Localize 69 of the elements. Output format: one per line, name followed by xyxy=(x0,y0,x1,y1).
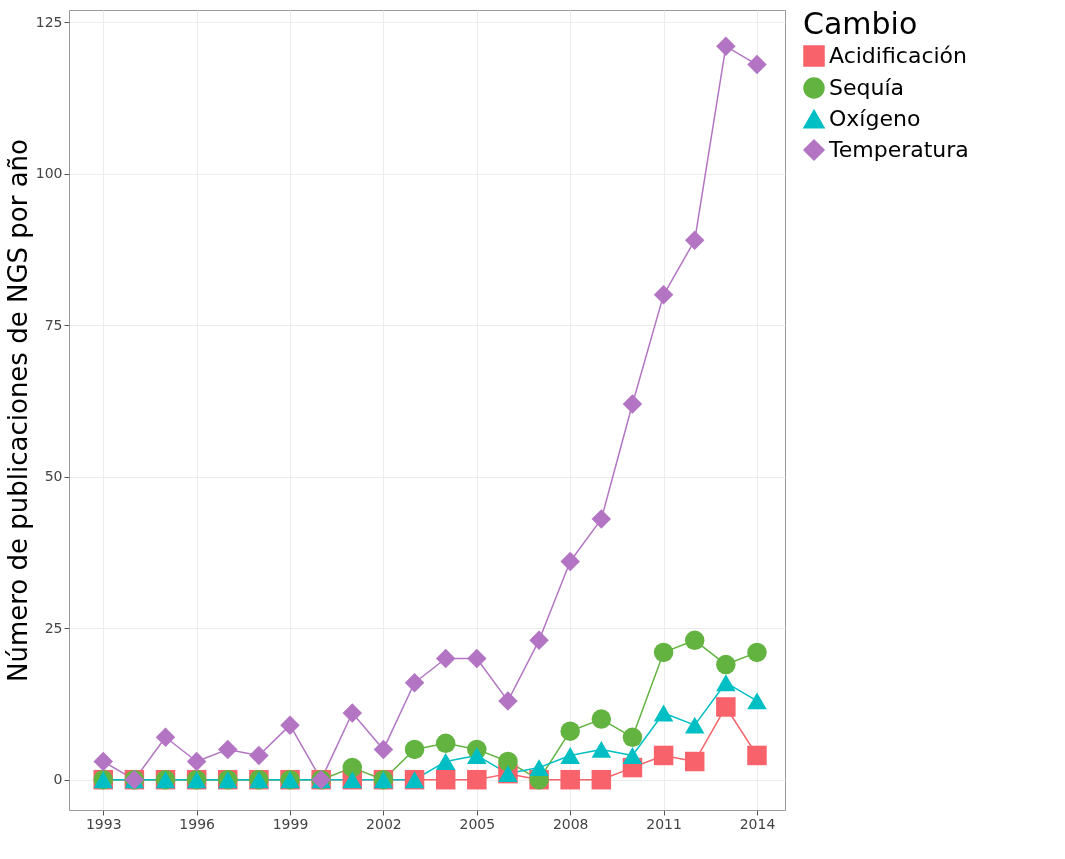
legend-label: Acidificación xyxy=(829,43,967,68)
point xyxy=(684,716,705,734)
point xyxy=(404,672,425,693)
point xyxy=(93,751,113,772)
x-tick-label: 1999 xyxy=(272,815,309,832)
point xyxy=(435,769,456,790)
y-tick-label: 0 xyxy=(53,771,63,788)
point xyxy=(716,674,736,692)
point xyxy=(435,753,456,770)
point xyxy=(280,715,300,735)
point xyxy=(342,757,363,778)
point xyxy=(529,630,549,651)
x-tick-label: 2005 xyxy=(459,815,496,832)
point xyxy=(467,747,487,764)
legend-label: Temperatura xyxy=(828,137,969,162)
y-tick-label: 50 xyxy=(44,468,63,485)
point xyxy=(747,642,767,663)
x-tick-label: 1993 xyxy=(85,815,122,832)
point xyxy=(591,509,612,529)
point xyxy=(529,759,549,777)
point xyxy=(716,36,736,57)
point xyxy=(342,703,363,723)
y-tick-label: 125 xyxy=(35,13,63,30)
y-tick-label: 100 xyxy=(35,165,63,182)
point xyxy=(467,769,487,790)
point xyxy=(218,739,238,760)
legend-title: Cambio xyxy=(803,6,918,41)
point xyxy=(155,727,176,748)
point xyxy=(591,740,612,758)
y-axis-title: Número de publicaciones de NGS por año xyxy=(2,139,33,682)
x-tick-label: 2002 xyxy=(366,815,402,832)
point xyxy=(560,747,580,764)
x-tick-label: 1996 xyxy=(179,815,216,832)
point xyxy=(653,704,674,722)
point xyxy=(716,654,736,675)
point xyxy=(591,709,612,729)
x-tick-label: 2011 xyxy=(646,815,682,832)
point xyxy=(747,54,767,75)
legend-label: Oxígeno xyxy=(829,106,921,131)
point xyxy=(560,551,580,572)
point xyxy=(747,692,767,710)
point xyxy=(373,739,394,760)
point xyxy=(560,721,580,741)
point xyxy=(622,394,643,414)
point xyxy=(653,745,674,766)
point xyxy=(467,648,487,669)
point xyxy=(684,230,705,251)
point xyxy=(186,751,207,772)
x-tick-label: 2014 xyxy=(739,815,776,832)
point xyxy=(498,691,518,711)
point xyxy=(716,697,736,717)
point xyxy=(747,745,767,766)
y-tick-label: 25 xyxy=(44,619,63,636)
point xyxy=(653,642,674,663)
point xyxy=(622,747,643,764)
x-tick-label: 2008 xyxy=(552,815,589,832)
point xyxy=(498,751,518,772)
y-tick-label: 75 xyxy=(44,316,63,333)
point xyxy=(435,733,456,754)
point xyxy=(684,630,705,651)
point xyxy=(560,769,580,790)
point xyxy=(404,739,425,760)
point xyxy=(653,285,674,305)
point xyxy=(435,648,456,669)
point xyxy=(622,727,643,747)
point xyxy=(249,745,269,766)
point xyxy=(684,751,705,772)
point xyxy=(591,769,612,790)
legend-label: Sequía xyxy=(829,75,905,100)
